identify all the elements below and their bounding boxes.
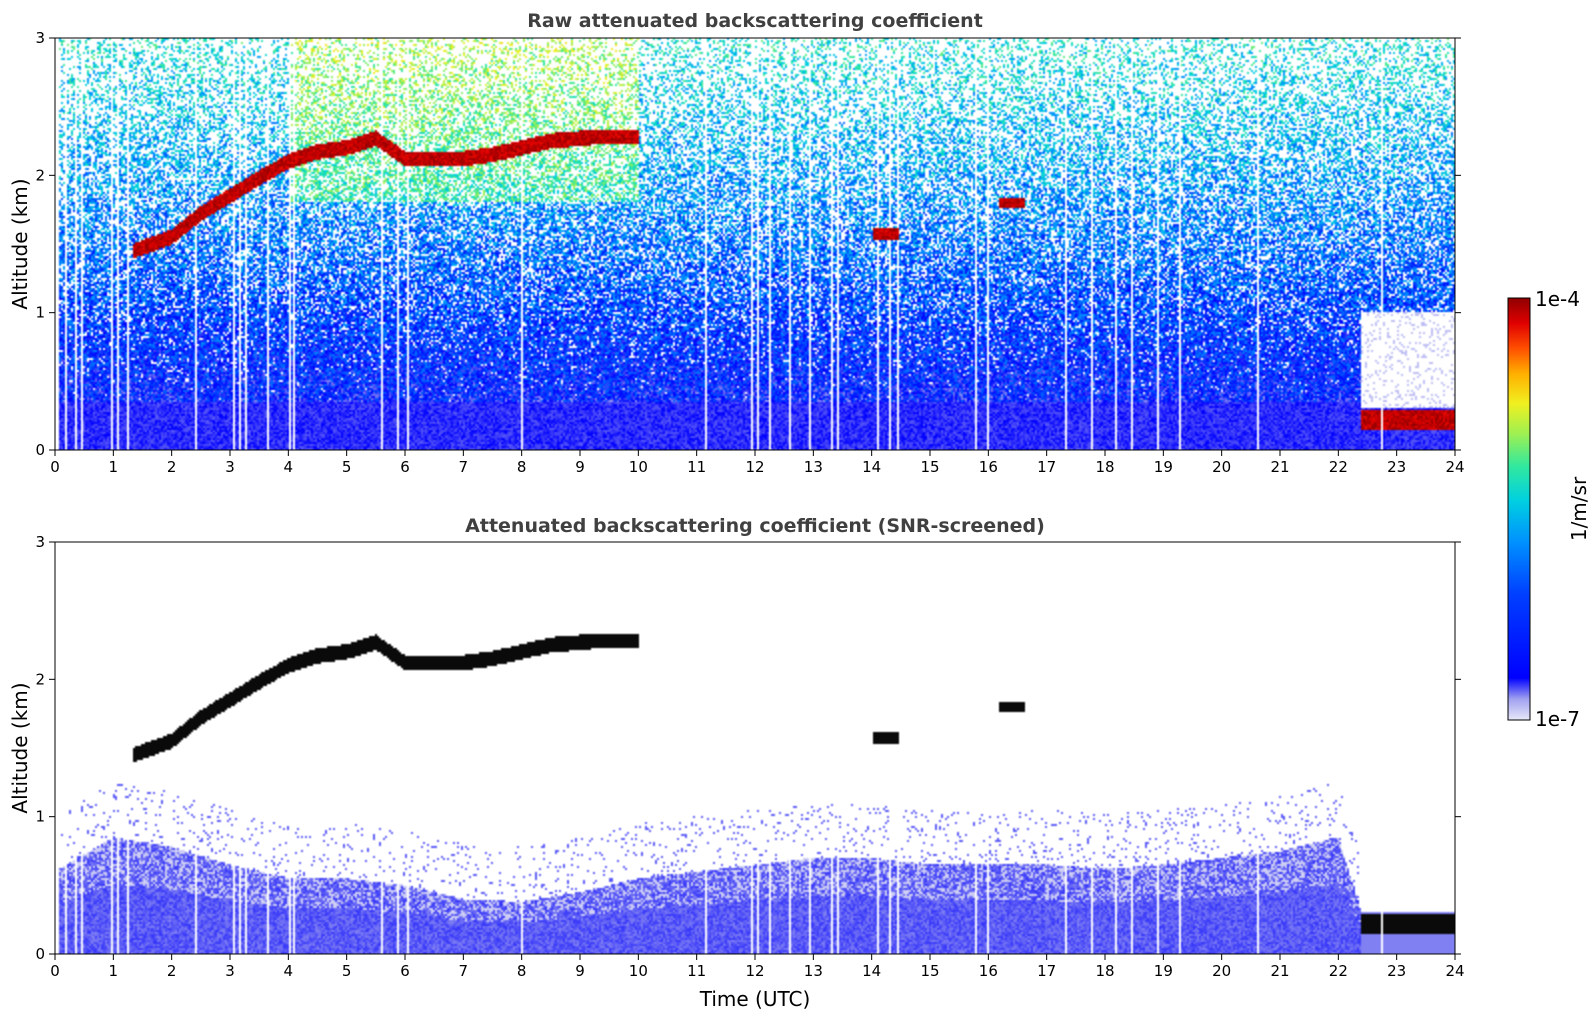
y-tick-label: 0 [35, 945, 45, 963]
x-tick-label: 11 [687, 458, 706, 476]
x-tick-label: 19 [1154, 458, 1173, 476]
x-tick-label: 14 [862, 962, 881, 980]
colorbar-gradient [1507, 297, 1531, 721]
x-tick-label: 18 [1095, 458, 1114, 476]
x-tick-label: 15 [920, 962, 939, 980]
x-tick-label: 11 [687, 962, 706, 980]
x-tick-label: 3 [225, 962, 235, 980]
x-tick-label: 16 [979, 458, 998, 476]
panel-screened-heatmap [55, 542, 1455, 954]
x-tick-label: 1 [109, 458, 119, 476]
x-tick-label: 7 [459, 962, 469, 980]
x-tick-label: 10 [629, 962, 648, 980]
x-tick-label: 21 [1270, 458, 1289, 476]
panel-raw-title: Raw attenuated backscattering coefficien… [527, 10, 983, 32]
x-tick-label: 24 [1445, 962, 1464, 980]
colorbar-unit-label: 1/m/sr [1567, 476, 1591, 541]
x-tick-label: 24 [1445, 458, 1464, 476]
x-tick-label: 13 [804, 458, 823, 476]
x-tick-label: 14 [862, 458, 881, 476]
x-tick-label: 23 [1387, 458, 1406, 476]
y-tick-label: 1 [35, 304, 45, 322]
panel-screened: Attenuated backscattering coefficient (S… [8, 515, 1465, 1011]
x-tick-label: 22 [1329, 458, 1348, 476]
x-tick-label: 7 [459, 458, 469, 476]
x-tick-label: 17 [1037, 458, 1056, 476]
y-tick-label: 2 [35, 166, 45, 184]
panel-raw: Raw attenuated backscattering coefficien… [8, 10, 1465, 476]
panel-screened-xlabel: Time (UTC) [699, 987, 811, 1011]
panel-raw-ylabel: Altitude (km) [8, 178, 32, 309]
panel-screened-ylabel: Altitude (km) [8, 682, 32, 813]
x-tick-label: 2 [167, 458, 177, 476]
x-tick-label: 9 [575, 962, 585, 980]
x-tick-label: 8 [517, 458, 527, 476]
y-tick-label: 0 [35, 441, 45, 459]
x-tick-label: 10 [629, 458, 648, 476]
x-tick-label: 5 [342, 458, 352, 476]
colorbar-max-label: 1e-4 [1535, 287, 1580, 311]
x-tick-label: 0 [50, 458, 60, 476]
panel-screened-title: Attenuated backscattering coefficient (S… [465, 515, 1045, 537]
x-tick-label: 17 [1037, 962, 1056, 980]
x-tick-label: 13 [804, 962, 823, 980]
x-tick-label: 8 [517, 962, 527, 980]
x-tick-label: 4 [284, 458, 294, 476]
x-tick-label: 19 [1154, 962, 1173, 980]
x-tick-label: 20 [1212, 458, 1231, 476]
x-tick-label: 12 [745, 458, 764, 476]
x-tick-label: 22 [1329, 962, 1348, 980]
x-tick-label: 0 [50, 962, 60, 980]
x-tick-label: 2 [167, 962, 177, 980]
x-tick-label: 5 [342, 962, 352, 980]
colorbar: 1e-4 1e-7 1/m/sr [1507, 287, 1591, 731]
x-tick-label: 6 [400, 962, 410, 980]
x-tick-label: 21 [1270, 962, 1289, 980]
x-tick-label: 3 [225, 458, 235, 476]
x-tick-label: 4 [284, 962, 294, 980]
y-tick-label: 2 [35, 670, 45, 688]
y-tick-label: 3 [35, 533, 45, 551]
x-tick-label: 15 [920, 458, 939, 476]
y-tick-label: 1 [35, 808, 45, 826]
x-tick-label: 16 [979, 962, 998, 980]
x-tick-label: 9 [575, 458, 585, 476]
x-tick-label: 12 [745, 962, 764, 980]
x-tick-label: 1 [109, 962, 119, 980]
colorbar-min-label: 1e-7 [1535, 707, 1580, 731]
panel-raw-axes: 0 1 2 3 4 5 6 7 8 9 10 11 12 13 14 15 16 17 18 19 20 21 22 23 24… [35, 29, 1464, 476]
x-tick-label: 20 [1212, 962, 1231, 980]
x-tick-label: 23 [1387, 962, 1406, 980]
x-tick-label: 18 [1095, 962, 1114, 980]
x-tick-label: 6 [400, 458, 410, 476]
y-tick-label: 3 [35, 29, 45, 47]
panel-raw-heatmap [55, 38, 1455, 450]
panel-screened-axes: 0 1 2 3 4 5 6 7 8 9 10 11 12 13 14 15 16 17 18 19 20 21 22 23 24… [35, 533, 1464, 980]
